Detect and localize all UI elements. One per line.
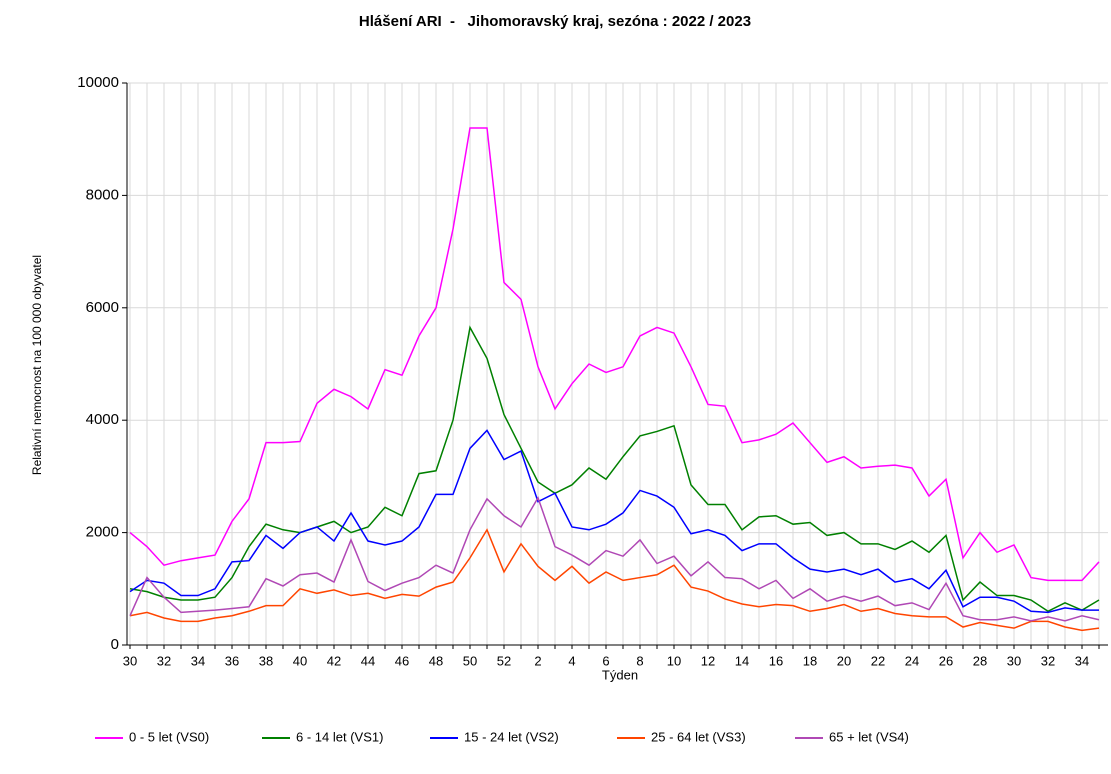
x-tick-label: 12 [701, 653, 715, 668]
x-tick-label: 30 [123, 653, 137, 668]
y-tick-label: 0 [111, 636, 119, 653]
legend-label: 15 - 24 let (VS2) [464, 729, 559, 744]
chart-title: Hlášení ARI - Jihomoravský kraj, sezóna … [359, 13, 751, 30]
x-axis-label: Týden [602, 667, 638, 682]
legend-label: 65 + let (VS4) [829, 729, 909, 744]
y-tick-label: 8000 [86, 186, 119, 203]
series-line [129, 429, 1099, 614]
x-tick-label: 48 [429, 653, 443, 668]
x-tick-label: 8 [636, 653, 643, 668]
x-tick-label: 10 [667, 653, 681, 668]
series-line [129, 127, 1100, 582]
x-tick-label: 16 [769, 653, 783, 668]
x-tick-label: 50 [463, 653, 477, 668]
x-tick-label: 20 [837, 653, 851, 668]
legend-label: 0 - 5 let (VS0) [129, 729, 209, 744]
x-tick-label: 44 [361, 653, 375, 668]
y-tick-label: 4000 [86, 411, 119, 428]
x-tick-label: 22 [871, 653, 885, 668]
legend-label: 25 - 64 let (VS3) [651, 729, 746, 744]
x-tick-label: 24 [905, 653, 919, 668]
x-tick-label: 34 [1075, 653, 1089, 668]
y-axis-label: Relativní nemocnost na 100 000 obyvatel [30, 255, 44, 475]
x-tick-label: 14 [735, 653, 749, 668]
x-tick-label: 4 [568, 653, 575, 668]
x-tick-label: 26 [939, 653, 953, 668]
x-tick-label: 32 [157, 653, 171, 668]
x-tick-label: 18 [803, 653, 817, 668]
legend-label: 6 - 14 let (VS1) [296, 729, 383, 744]
x-tick-label: 42 [327, 653, 341, 668]
x-tick-label: 36 [225, 653, 239, 668]
series-line [129, 325, 1100, 613]
x-tick-label: 52 [497, 653, 511, 668]
y-tick-label: 2000 [86, 524, 119, 541]
x-tick-label: 38 [259, 653, 273, 668]
x-tick-label: 2 [534, 653, 541, 668]
x-tick-label: 6 [602, 653, 609, 668]
series-line [129, 495, 1100, 622]
y-tick-label: 6000 [86, 299, 119, 316]
x-tick-label: 30 [1007, 653, 1021, 668]
x-tick-label: 34 [191, 653, 205, 668]
series-line [129, 528, 1100, 632]
x-tick-label: 46 [395, 653, 409, 668]
x-tick-label: 40 [293, 653, 307, 668]
x-tick-label: 28 [973, 653, 987, 668]
y-tick-label: 10000 [77, 74, 119, 91]
x-tick-label: 32 [1041, 653, 1055, 668]
